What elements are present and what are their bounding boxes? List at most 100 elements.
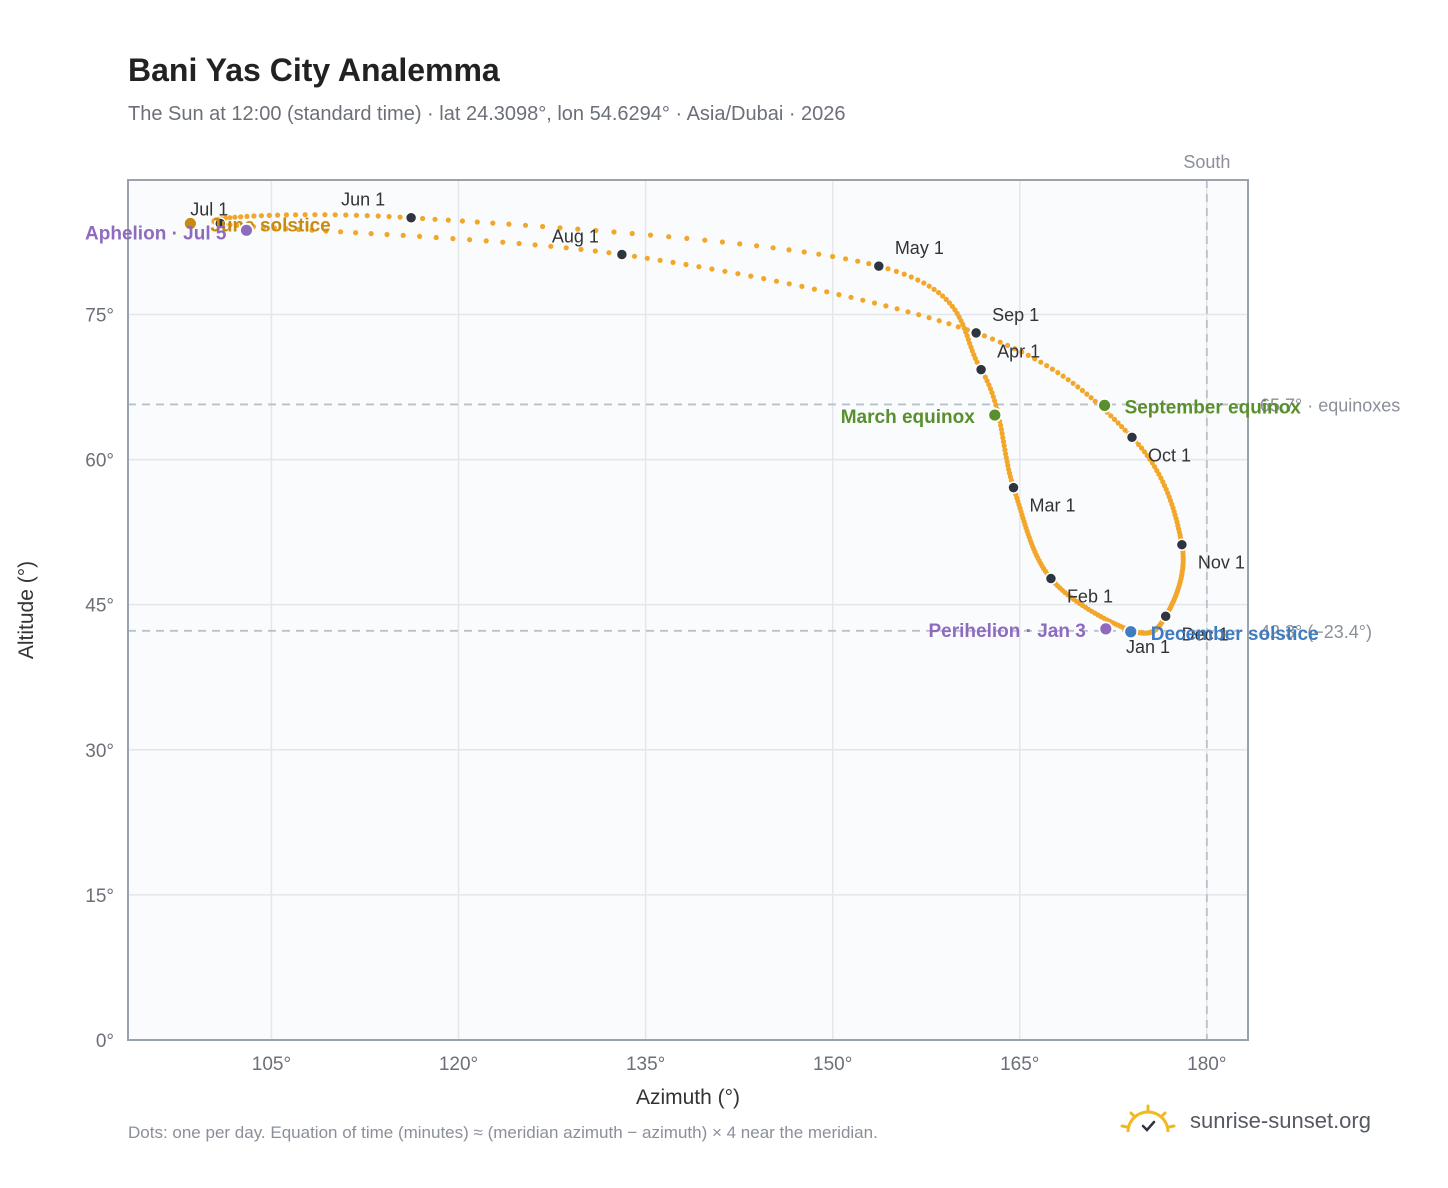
special-point-marker bbox=[1097, 397, 1112, 413]
daily-sun-dot bbox=[606, 250, 612, 256]
altitude-reference-label: 65.7° · equinoxes bbox=[1260, 395, 1400, 415]
daily-sun-dot bbox=[323, 228, 329, 234]
month-marker bbox=[1175, 538, 1189, 551]
brand[interactable]: sunrise-sunset.org bbox=[1120, 1104, 1371, 1138]
plot-frame bbox=[127, 179, 1249, 1041]
daily-sun-dot bbox=[1111, 416, 1118, 422]
daily-sun-dot bbox=[993, 402, 999, 408]
daily-sun-dot bbox=[901, 271, 907, 277]
daily-sun-dot bbox=[1136, 441, 1142, 448]
daily-sun-dot bbox=[696, 264, 702, 270]
daily-sun-dot bbox=[500, 239, 506, 245]
daily-sun-dot bbox=[364, 213, 370, 219]
daily-sun-dot bbox=[1084, 391, 1090, 397]
month-marker bbox=[969, 326, 983, 340]
special-point-marker bbox=[1123, 624, 1139, 640]
daily-sun-dot bbox=[271, 225, 277, 231]
daily-sun-dot bbox=[647, 232, 654, 238]
daily-sun-dot bbox=[353, 212, 359, 218]
daily-sun-dot bbox=[483, 238, 489, 244]
month-marker bbox=[872, 259, 886, 273]
daily-sun-dot bbox=[916, 312, 922, 318]
daily-sun-dot bbox=[987, 386, 994, 392]
special-point-label: Perihelion · Jan 3 bbox=[928, 621, 1085, 642]
sun-logo-icon bbox=[1120, 1104, 1176, 1133]
daily-sun-dot bbox=[946, 300, 953, 306]
daily-sun-dot bbox=[575, 226, 581, 232]
daily-sun-dot bbox=[1000, 439, 1007, 445]
daily-sun-dot bbox=[1079, 387, 1085, 394]
month-marker bbox=[1044, 572, 1058, 585]
daily-sun-dot bbox=[1108, 413, 1114, 419]
daily-sun-dot bbox=[931, 286, 937, 292]
month-label: Apr 1 bbox=[997, 342, 1040, 362]
daily-sun-dot bbox=[786, 247, 792, 253]
month-label: Aug 1 bbox=[552, 226, 599, 246]
daily-sun-dot bbox=[1005, 462, 1011, 469]
daily-sun-dot bbox=[593, 227, 599, 234]
daily-sun-dot bbox=[234, 222, 240, 228]
daily-sun-dot bbox=[1065, 377, 1071, 383]
daily-sun-dot bbox=[986, 382, 992, 388]
daily-sun-dot bbox=[309, 227, 315, 233]
daily-sun-dot bbox=[296, 226, 302, 233]
daily-sun-dot bbox=[885, 266, 891, 272]
daily-sun-dot bbox=[532, 242, 538, 248]
daily-sun-dot bbox=[1025, 352, 1031, 358]
daily-sun-dot bbox=[548, 243, 554, 249]
daily-sun-dot bbox=[871, 300, 878, 306]
y-tick-label: 45° bbox=[85, 596, 114, 617]
daily-sun-dot bbox=[1006, 466, 1012, 472]
daily-sun-dot bbox=[683, 261, 689, 268]
daily-sun-dot bbox=[1004, 459, 1010, 465]
daily-sun-dot bbox=[921, 280, 927, 286]
daily-sun-dot bbox=[312, 212, 318, 218]
daily-sun-dot bbox=[946, 321, 952, 327]
daily-sun-dot bbox=[467, 237, 473, 243]
south-reference-label: South bbox=[1183, 152, 1230, 172]
special-point-label: September equinox bbox=[1125, 397, 1302, 418]
x-tick-label: 165° bbox=[1000, 1054, 1039, 1075]
daily-sun-dot bbox=[981, 333, 988, 339]
daily-sun-dot bbox=[666, 234, 672, 240]
daily-sun-dot bbox=[1152, 464, 1158, 470]
daily-sun-dot bbox=[1122, 427, 1128, 433]
daily-sun-dot bbox=[516, 240, 522, 247]
daily-sun-dot bbox=[629, 230, 635, 237]
daily-sun-dot bbox=[322, 212, 328, 218]
month-label: Sep 1 bbox=[992, 305, 1039, 325]
daily-sun-dot bbox=[283, 212, 289, 218]
daily-sun-dot bbox=[684, 235, 690, 241]
daily-sun-dot bbox=[386, 213, 392, 220]
daily-sun-dot bbox=[490, 220, 496, 226]
daily-sun-dot bbox=[1115, 420, 1121, 426]
daily-sun-dot bbox=[1055, 370, 1061, 376]
daily-sun-dot bbox=[943, 296, 949, 302]
daily-sun-dot bbox=[631, 253, 638, 259]
daily-sun-dot bbox=[1032, 356, 1038, 362]
daily-sun-dot bbox=[998, 422, 1004, 428]
daily-sun-dot bbox=[1044, 363, 1050, 369]
daily-sun-dot bbox=[384, 231, 390, 238]
daily-sun-dot bbox=[754, 243, 760, 249]
daily-sun-dot bbox=[258, 213, 264, 219]
daily-sun-dot bbox=[816, 251, 822, 257]
daily-sun-dot bbox=[1075, 384, 1081, 390]
daily-sun-dot bbox=[1001, 443, 1007, 449]
chart-title: Bani Yas City Analemma bbox=[128, 52, 500, 88]
daily-sun-dot bbox=[989, 390, 995, 396]
daily-sun-dot bbox=[893, 268, 900, 274]
daily-sun-dot bbox=[843, 256, 849, 262]
daily-sun-dot bbox=[915, 277, 921, 283]
daily-sun-dot bbox=[400, 232, 406, 238]
special-point-label: March equinox bbox=[841, 407, 976, 428]
daily-sun-dot bbox=[894, 306, 900, 312]
daily-sun-dot bbox=[1139, 445, 1145, 451]
y-axis-title: Altitude (°) bbox=[15, 561, 38, 659]
daily-sun-dot bbox=[949, 303, 955, 309]
daily-sun-dot bbox=[232, 214, 238, 220]
daily-sun-dot bbox=[855, 258, 861, 264]
brand-name: sunrise-sunset.org bbox=[1190, 1108, 1371, 1133]
daily-sun-dot bbox=[1060, 373, 1066, 379]
daily-sun-dot bbox=[848, 294, 854, 300]
